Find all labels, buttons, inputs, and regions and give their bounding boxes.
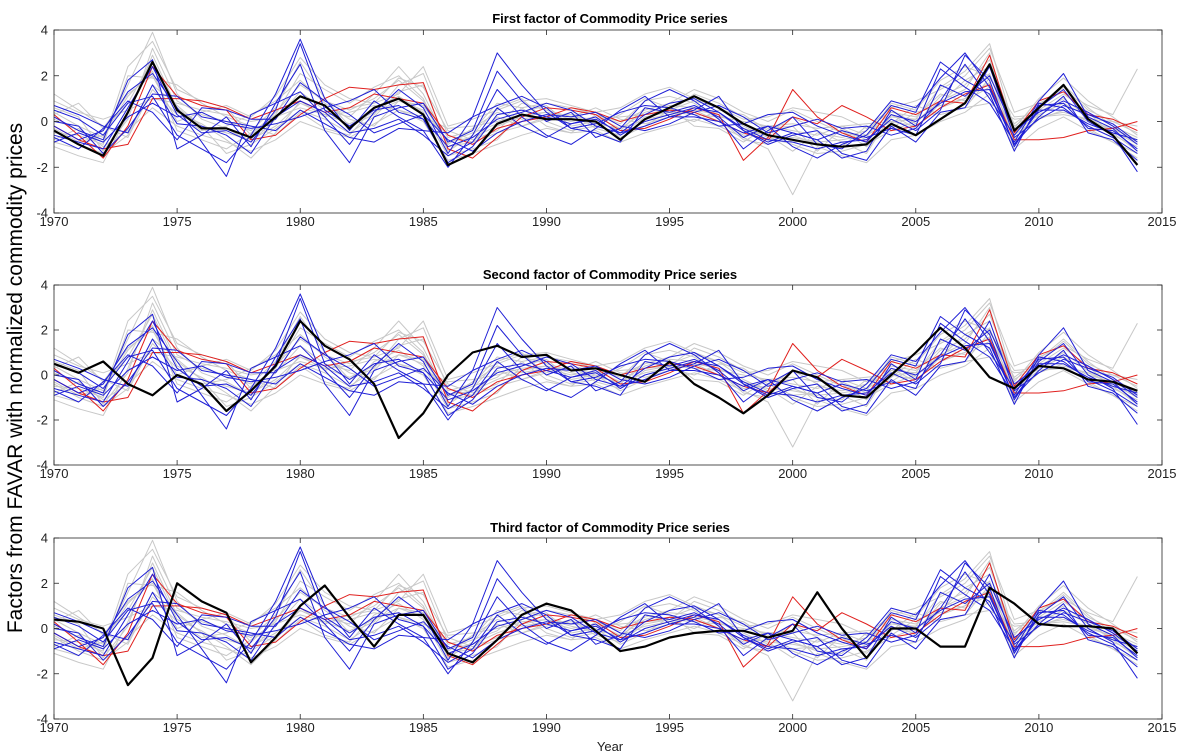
gray-commodity-series-9 (53, 93, 1138, 196)
x-tick-label: 2000 (778, 214, 807, 229)
x-tick-label: 1980 (286, 466, 315, 481)
y-tick-label: -2 (36, 413, 48, 428)
blue-commodity-series-1 (53, 52, 1138, 159)
blue-commodity-series-4 (53, 320, 1138, 414)
x-tick-label: 1980 (286, 720, 315, 735)
x-tick-label: 2005 (901, 720, 930, 735)
blue-commodity-series-5 (53, 329, 1138, 401)
y-tick-label: -4 (36, 206, 48, 221)
factor-series (53, 319, 1138, 440)
panel-title: First factor of Commodity Price series (492, 11, 728, 26)
y-tick-label: 0 (41, 368, 48, 383)
x-tick-label: 1970 (40, 466, 69, 481)
x-tick-label: 1985 (409, 214, 438, 229)
x-tick-label: 1995 (655, 720, 684, 735)
blue-commodity-series-2 (53, 38, 1138, 168)
plot-area: 1970 1975 1980 1985 1990 1995 2000 2005 2010 2015… (36, 531, 1176, 736)
x-axis-label: Year (597, 739, 624, 754)
gray-commodity-series-4 (53, 66, 1138, 154)
red-commodity-series-0 (53, 54, 1138, 161)
blue-commodity-series-2 (53, 546, 1138, 675)
panel-second-factor: Second factor of Commodity Price series … (36, 267, 1176, 481)
x-tick-label: 1995 (655, 214, 684, 229)
y-axis-label: Factors from FAVAR with normalized commo… (4, 123, 27, 633)
factor-series (53, 582, 1139, 687)
gray-commodity-series-7 (53, 560, 1138, 670)
blue-commodity-series-4 (53, 573, 1138, 668)
y-tick-label: -2 (36, 160, 48, 175)
blue-commodity-series-1 (53, 307, 1138, 412)
panel-third-factor: Third factor of Commodity Price series 1… (36, 520, 1176, 735)
y-tick-label: 0 (41, 114, 48, 129)
blue-commodity-series-6 (53, 343, 1138, 407)
blue-commodity-series-0 (53, 551, 1138, 679)
y-tick-label: 4 (41, 531, 48, 546)
blue-commodity-series-0 (53, 298, 1138, 425)
y-tick-label: 2 (41, 323, 48, 338)
x-tick-label: 1990 (532, 466, 561, 481)
x-tick-label: 2015 (1148, 720, 1177, 735)
x-tick-label: 2010 (1024, 720, 1053, 735)
panel-title: Third factor of Commodity Price series (490, 520, 730, 535)
y-tick-label: 4 (41, 23, 48, 38)
y-tick-label: 0 (41, 621, 48, 636)
y-tick-label: -4 (36, 458, 48, 473)
blue-commodity-series-6 (53, 89, 1138, 154)
x-tick-label: 2010 (1024, 466, 1053, 481)
x-tick-label: 1995 (655, 466, 684, 481)
y-tick-label: 2 (41, 576, 48, 591)
x-tick-label: 2000 (778, 466, 807, 481)
x-tick-label: 1970 (40, 720, 69, 735)
x-tick-label: 2000 (778, 720, 807, 735)
x-tick-label: 1985 (409, 720, 438, 735)
x-tick-label: 1970 (40, 214, 69, 229)
x-tick-label: 2015 (1148, 466, 1177, 481)
blue-commodity-series-7 (53, 318, 1138, 405)
blue-commodity-series-1 (53, 560, 1138, 666)
plot-area: 1970 1975 1980 1985 1990 1995 2000 2005 2010 2015… (36, 278, 1176, 482)
panel-first-factor: First factor of Commodity Price series 1… (36, 11, 1176, 229)
y-tick-label: 2 (41, 68, 48, 83)
x-tick-label: 1975 (163, 720, 192, 735)
panel-title: Second factor of Commodity Price series (483, 267, 737, 282)
gray-commodity-series-9 (53, 347, 1138, 448)
blue-commodity-series-3 (53, 560, 1138, 684)
blue-commodity-series-3 (53, 52, 1138, 177)
blue-commodity-series-7 (53, 63, 1138, 152)
blue-commodity-series-3 (53, 307, 1138, 430)
x-tick-label: 2005 (901, 214, 930, 229)
x-tick-label: 1985 (409, 466, 438, 481)
blue-commodity-series-5 (53, 75, 1138, 148)
blue-commodity-series-0 (53, 43, 1138, 173)
x-tick-label: 1990 (532, 720, 561, 735)
gray-commodity-series-9 (53, 600, 1138, 702)
x-tick-label: 2005 (901, 466, 930, 481)
factor-series (53, 60, 1139, 167)
y-tick-label: -2 (36, 666, 48, 681)
y-tick-label: 4 (41, 278, 48, 293)
x-tick-label: 1990 (532, 214, 561, 229)
x-tick-label: 2015 (1148, 214, 1177, 229)
x-tick-label: 1975 (163, 466, 192, 481)
x-tick-label: 2010 (1024, 214, 1053, 229)
plot-area: 1970 1975 1980 1985 1990 1995 2000 2005 2010 2015… (36, 23, 1176, 230)
y-tick-label: -4 (36, 712, 48, 727)
blue-commodity-series-2 (53, 293, 1138, 421)
blue-commodity-series-7 (53, 571, 1138, 659)
x-tick-label: 1975 (163, 214, 192, 229)
blue-commodity-series-5 (53, 582, 1138, 654)
x-tick-label: 1980 (286, 214, 315, 229)
